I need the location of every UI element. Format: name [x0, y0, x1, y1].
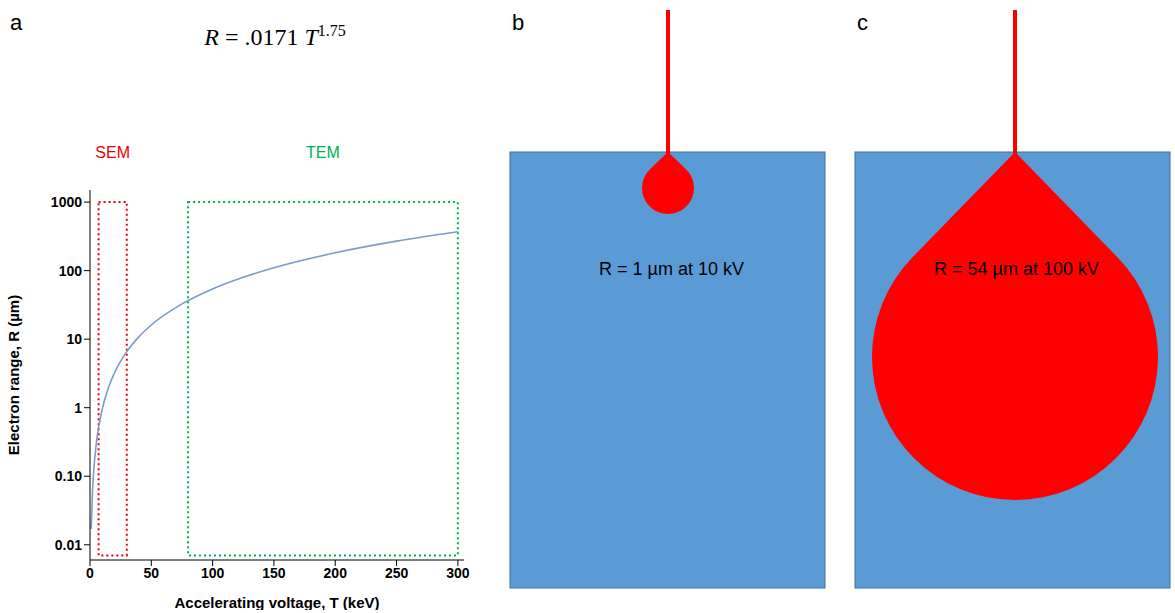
svg-text:0.10: 0.10	[55, 468, 82, 484]
svg-text:200: 200	[324, 565, 348, 581]
svg-text:1: 1	[74, 400, 82, 416]
svg-text:1000: 1000	[51, 194, 82, 210]
svg-text:TEM: TEM	[306, 144, 340, 161]
svg-text:Electron range, R (µm): Electron range, R (µm)	[5, 295, 22, 455]
svg-text:250: 250	[385, 565, 409, 581]
svg-text:R = 54 µm at 100 kV: R = 54 µm at 100 kV	[934, 259, 1099, 279]
svg-text:b: b	[512, 10, 524, 35]
svg-text:SEM: SEM	[95, 144, 130, 161]
svg-text:100: 100	[59, 263, 83, 279]
svg-text:50: 50	[144, 565, 160, 581]
svg-text:a: a	[10, 10, 23, 35]
svg-text:R = 1 µm at 10 kV: R = 1 µm at 10 kV	[599, 259, 744, 279]
svg-text:Accelerating voltage, T (keV): Accelerating voltage, T (keV)	[174, 594, 379, 610]
svg-text:0.01: 0.01	[55, 537, 82, 553]
svg-text:c: c	[857, 10, 868, 35]
svg-text:300: 300	[446, 565, 470, 581]
html-text:R = .0171 T1.75: R = .0171 T1.75	[204, 22, 346, 50]
svg-text:150: 150	[262, 565, 286, 581]
svg-text:10: 10	[66, 331, 82, 347]
svg-text:0: 0	[86, 565, 94, 581]
svg-text:100: 100	[201, 565, 225, 581]
